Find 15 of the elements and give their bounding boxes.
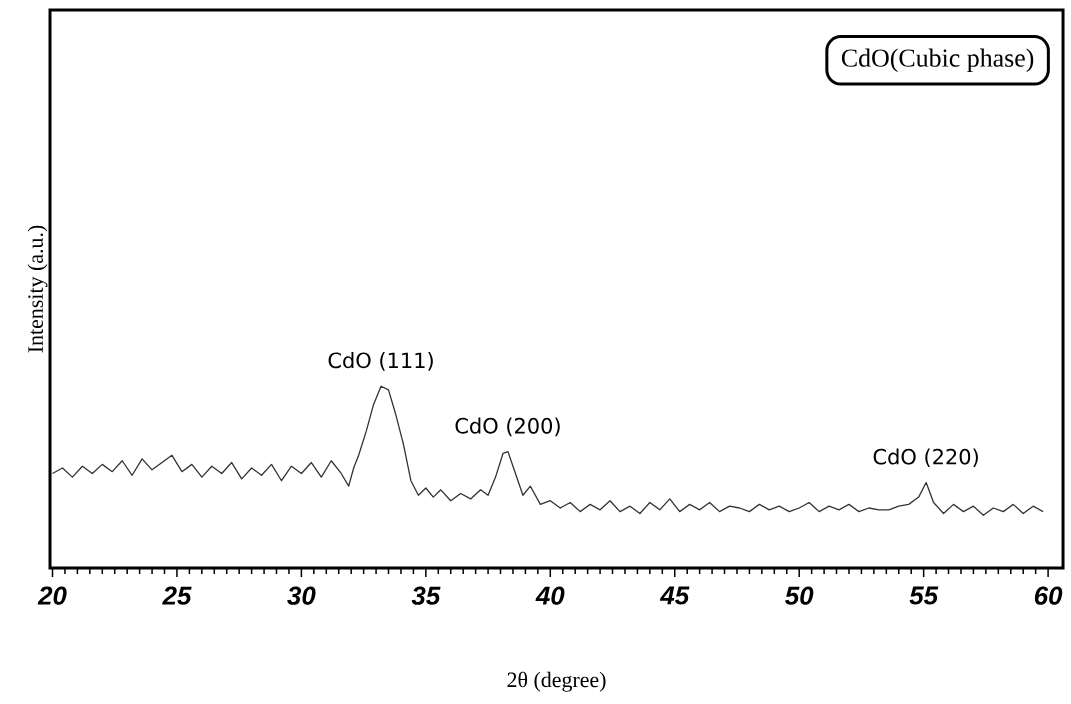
x-tick-label: 40 [535, 586, 565, 605]
x-tick-label: 25 [162, 586, 192, 605]
x-tick-label: 35 [411, 586, 441, 605]
x-axis-title: 2θ (degree) [507, 671, 606, 692]
x-tick-label: 20 [37, 586, 67, 605]
annotation: CdO (220) [873, 448, 978, 468]
annotation: CdO (200) [455, 417, 560, 437]
x-tick-label: 50 [785, 586, 814, 605]
x-tick-label: 45 [659, 586, 690, 605]
x-tick-label: 30 [287, 586, 316, 605]
text: CdO(Cubic phase) [841, 48, 1034, 73]
y-axis-title: Intensity (a.u.) [27, 225, 48, 353]
annotation: CdO (111) [328, 352, 433, 371]
x-tick-label: 55 [909, 586, 939, 605]
x-tick-label: 60 [1034, 586, 1063, 605]
